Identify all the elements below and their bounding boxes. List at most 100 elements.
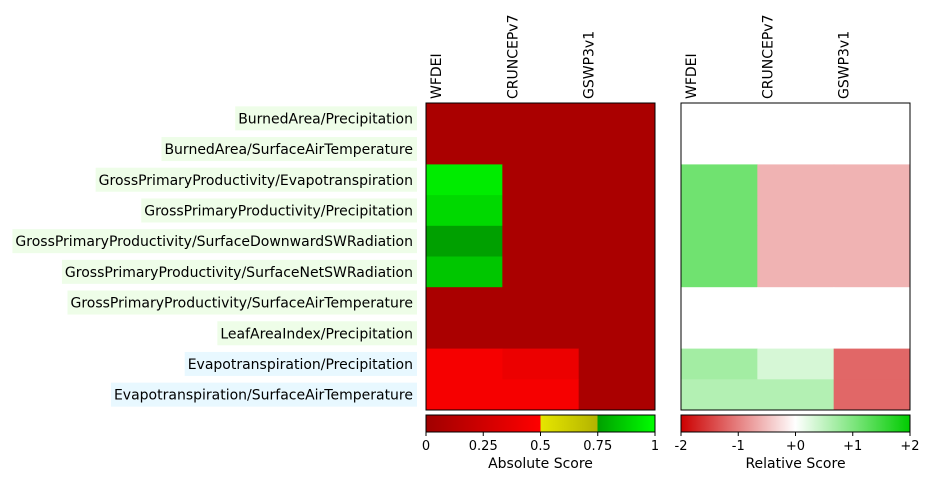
relative-cell xyxy=(757,317,835,350)
relative-colorbar-tick-label: +0 xyxy=(786,439,805,454)
relative-score-panel: WFDEI CRUNCEPv7 GSWP3v1 xyxy=(680,15,911,411)
absolute-cell xyxy=(426,103,503,135)
absolute-colorbar-tick-label: 0 xyxy=(422,439,430,454)
relative-cell xyxy=(833,256,911,288)
row-label-background xyxy=(235,106,417,131)
absolute-cell xyxy=(578,379,656,411)
relative-cell xyxy=(757,379,835,411)
column-label: GSWP3v1 xyxy=(582,31,598,99)
relative-cell xyxy=(757,348,835,380)
relative-cell xyxy=(833,348,911,380)
row-label-background xyxy=(12,229,417,254)
column-label: WFDEI xyxy=(684,53,700,99)
row-label: Evapotranspiration/Precipitation xyxy=(188,357,413,373)
row-label-background xyxy=(67,290,417,315)
relative-cell xyxy=(757,225,835,257)
row-label-background xyxy=(217,321,417,346)
column-label: CRUNCEPv7 xyxy=(760,15,776,99)
relative-cell xyxy=(833,164,911,196)
absolute-colorbar-tick-label: 0.75 xyxy=(583,439,612,454)
absolute-colorbar-tick-label: 0.5 xyxy=(530,439,551,454)
absolute-colorbar-tick-label: 1 xyxy=(651,439,659,454)
absolute-cell xyxy=(578,256,656,288)
absolute-colorbar-bar xyxy=(425,414,656,433)
absolute-cell xyxy=(502,256,580,288)
row-label-background xyxy=(141,198,417,223)
relative-cell xyxy=(757,256,835,288)
absolute-cell xyxy=(426,256,503,288)
row-label-background xyxy=(184,351,417,376)
relative-score-colorbar: -2 -1 +0 +1 +2 Relative Score xyxy=(675,414,920,472)
relative-cell xyxy=(681,103,758,135)
relative-colorbar-bar xyxy=(680,414,911,433)
row-label: GrossPrimaryProductivity/SurfaceDownward… xyxy=(15,234,413,250)
absolute-cell xyxy=(502,133,580,165)
row-label: GrossPrimaryProductivity/Evapotranspirat… xyxy=(99,173,413,189)
row-label-background xyxy=(110,382,417,407)
relative-cell xyxy=(681,287,758,319)
absolute-cell xyxy=(578,287,656,319)
absolute-cell xyxy=(578,164,656,196)
absolute-cell xyxy=(502,348,580,380)
relative-cell xyxy=(681,256,758,288)
absolute-cell xyxy=(426,287,503,319)
absolute-cell xyxy=(578,195,656,227)
absolute-cell xyxy=(426,225,503,257)
absolute-cell xyxy=(502,195,580,227)
row-label: BurnedArea/SurfaceAirTemperature xyxy=(164,142,413,158)
relative-colorbar-tick-label: +1 xyxy=(843,439,862,454)
absolute-colorbar-label: Absolute Score xyxy=(488,456,593,472)
absolute-cell xyxy=(426,379,503,411)
absolute-colorbar-tick-label: 0.25 xyxy=(469,439,498,454)
relative-cell xyxy=(757,103,835,135)
relative-cell xyxy=(833,103,911,135)
relative-cell xyxy=(833,287,911,319)
relative-cell xyxy=(757,164,835,196)
absolute-cell xyxy=(502,287,580,319)
relative-frame xyxy=(680,102,911,411)
column-label: GSWP3v1 xyxy=(837,31,853,99)
row-label: GrossPrimaryProductivity/SurfaceNetSWRad… xyxy=(65,265,413,281)
relative-colorbar-tick-label: -1 xyxy=(732,439,745,454)
relative-cell xyxy=(681,348,758,380)
absolute-cell xyxy=(502,225,580,257)
absolute-cell xyxy=(426,164,503,196)
row-label: GrossPrimaryProductivity/Precipitation xyxy=(144,203,413,219)
relative-cell xyxy=(833,133,911,165)
relative-cell xyxy=(681,317,758,350)
absolute-cell xyxy=(578,103,656,135)
relative-cell xyxy=(833,225,911,257)
absolute-frame xyxy=(425,102,656,411)
row-label: BurnedArea/Precipitation xyxy=(238,111,413,127)
absolute-cell xyxy=(426,317,503,350)
column-label: WFDEI xyxy=(429,53,445,99)
relative-cell xyxy=(833,195,911,227)
absolute-cell xyxy=(502,379,580,411)
relative-cell xyxy=(681,195,758,227)
column-label: CRUNCEPv7 xyxy=(505,15,521,99)
absolute-cell xyxy=(426,133,503,165)
absolute-cell xyxy=(502,164,580,196)
absolute-cell xyxy=(578,133,656,165)
relative-colorbar-tick-label: +2 xyxy=(900,439,919,454)
relative-colorbar-label: Relative Score xyxy=(745,456,845,472)
relative-cell xyxy=(681,225,758,257)
absolute-cell xyxy=(426,195,503,227)
relative-cell xyxy=(833,317,911,350)
absolute-cell xyxy=(578,225,656,257)
relative-cell xyxy=(833,379,911,411)
absolute-score-panel: WFDEI CRUNCEPv7 GSWP3v1 xyxy=(425,15,656,411)
row-label: GrossPrimaryProductivity/SurfaceAirTempe… xyxy=(70,296,413,312)
absolute-cell xyxy=(502,317,580,350)
absolute-cell xyxy=(502,103,580,135)
absolute-cell xyxy=(426,348,503,380)
relative-cell xyxy=(681,164,758,196)
row-label-background xyxy=(95,167,417,192)
relative-cell xyxy=(681,133,758,165)
relative-cell xyxy=(681,379,758,411)
row-label: LeafAreaIndex/Precipitation xyxy=(220,326,413,342)
row-label: Evapotranspiration/SurfaceAirTemperature xyxy=(114,388,413,404)
relative-cell xyxy=(757,195,835,227)
relative-cell xyxy=(757,133,835,165)
